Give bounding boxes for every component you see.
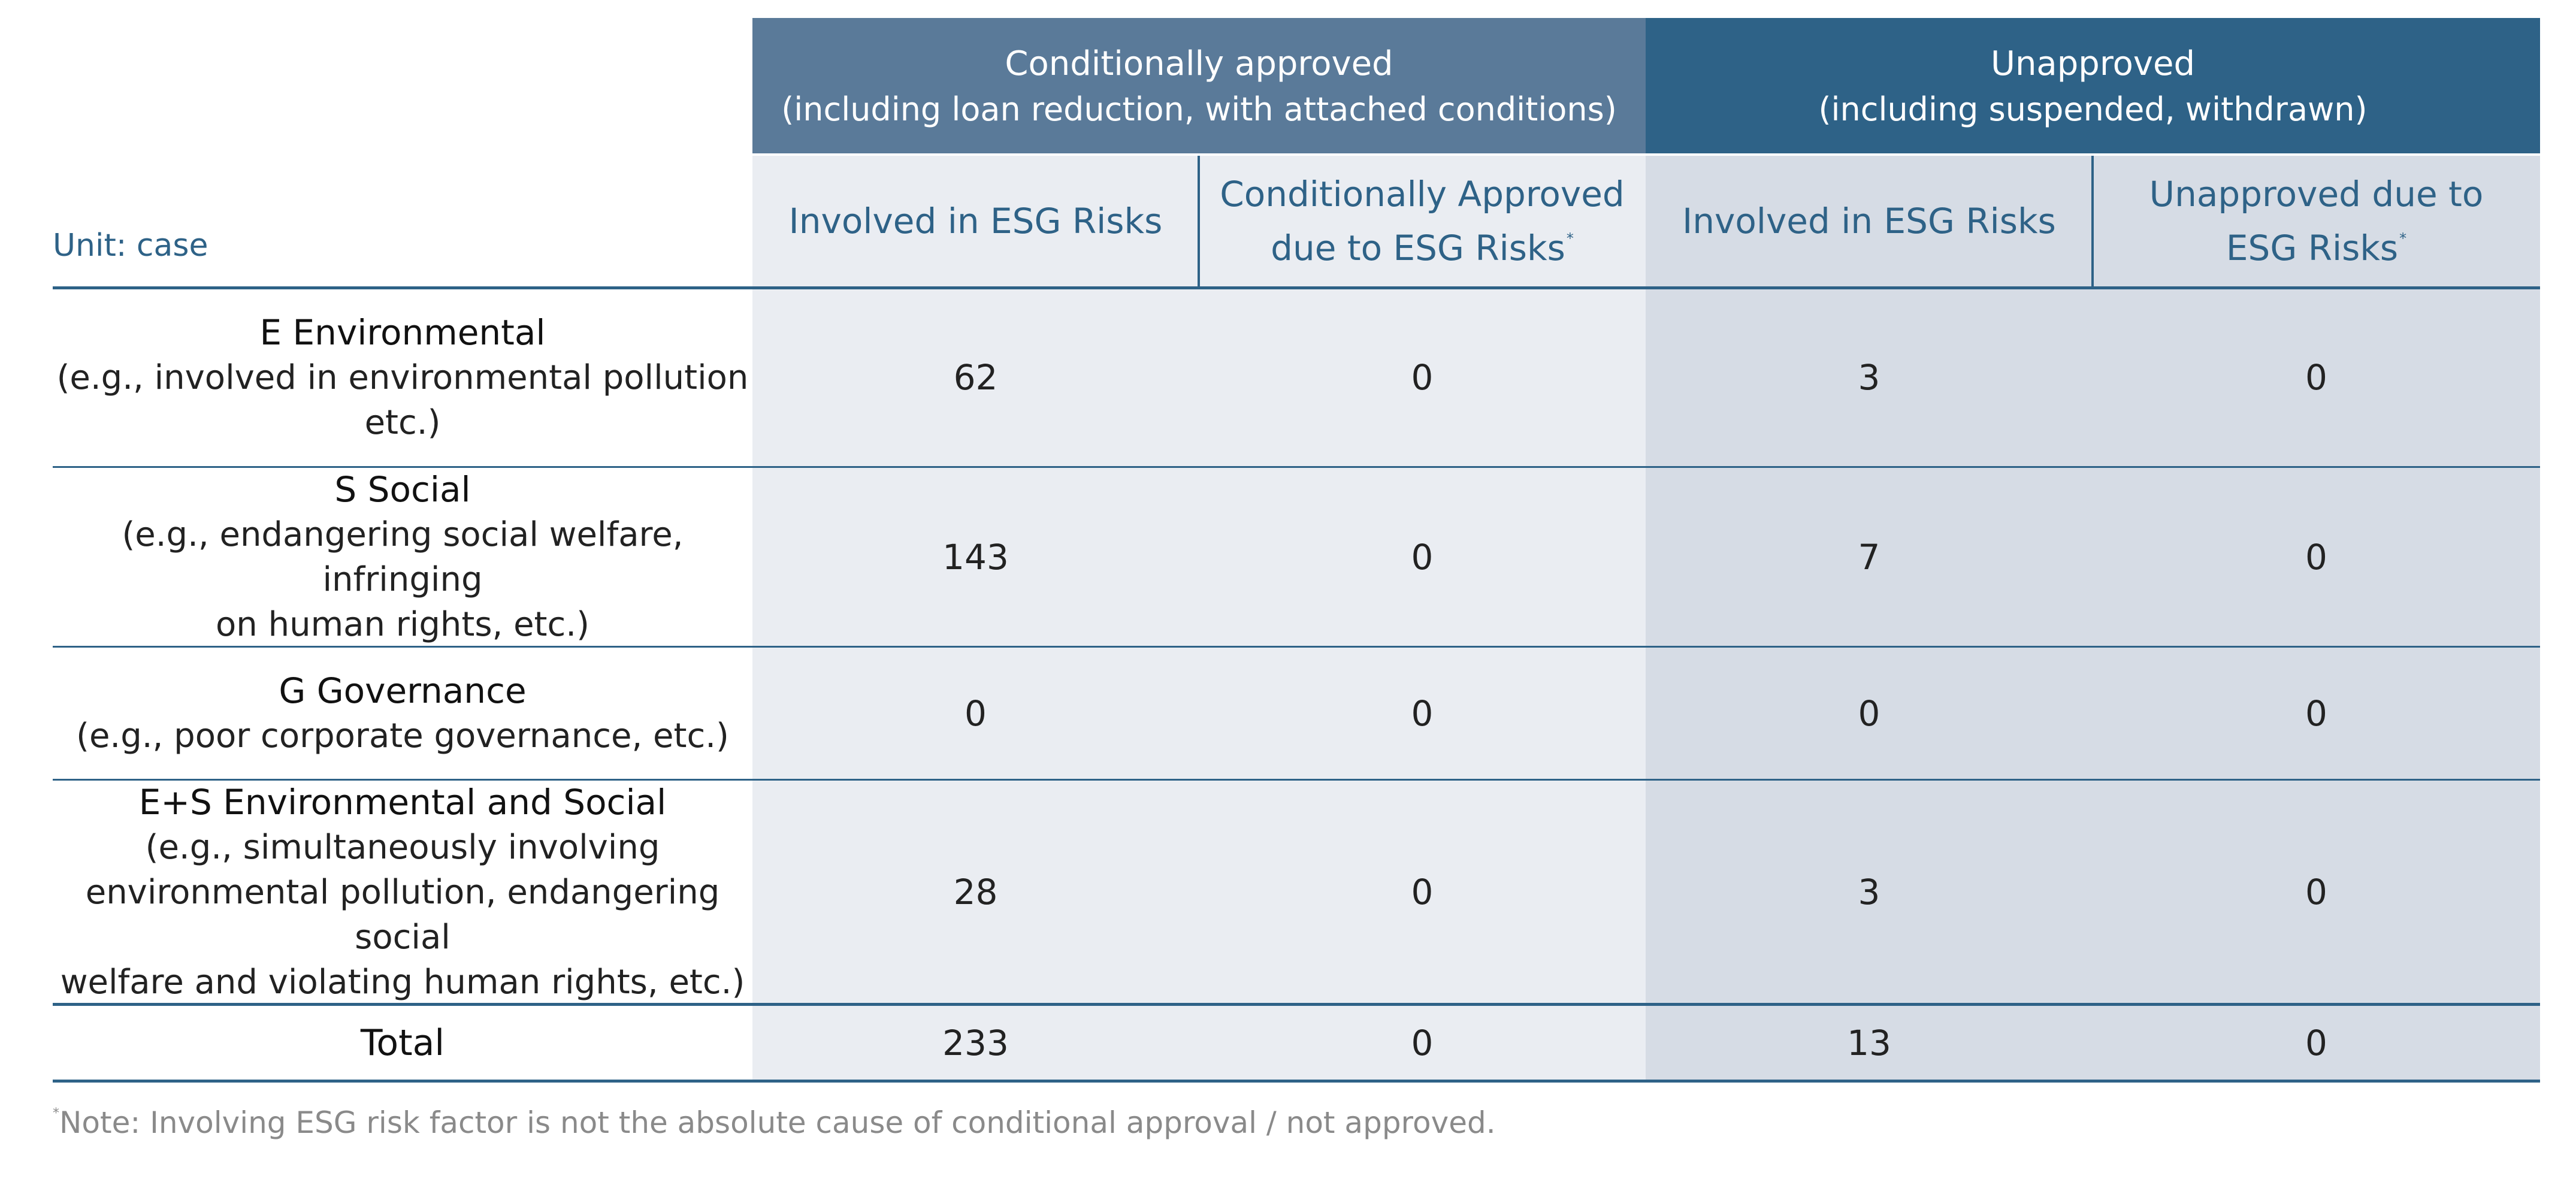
total-cell: 233 xyxy=(942,1022,1009,1063)
subheader-unapproved-esg: Unapproved due to ESG Risks* xyxy=(2093,155,2540,288)
subheader-unapproved-involved-text: Involved in ESG Risks xyxy=(1682,201,2056,241)
footnote: *Note: Involving ESG risk factor is not … xyxy=(53,1105,1496,1140)
total-cell: 13 xyxy=(1847,1022,1891,1063)
footnote-marker: * xyxy=(1566,230,1574,247)
header-conditionally-approved-title: Conditionally approved xyxy=(1005,44,1393,83)
row-desc-line: (e.g., simultaneously involving xyxy=(145,827,660,867)
table-cell: 0 xyxy=(1411,357,1434,398)
header-unapproved-subtitle: (including suspended, withdrawn) xyxy=(1818,90,2368,128)
row-label-environmental-social: E+S Environmental and Social (e.g., simu… xyxy=(53,781,752,1003)
subheader-cond-involved-text: Involved in ESG Risks xyxy=(788,201,1163,241)
subheader-cond-approved-esg-line2: due to ESG Risks xyxy=(1271,228,1565,268)
table-cell: 0 xyxy=(1411,536,1434,578)
table-cell: 3 xyxy=(1858,871,1880,912)
table-cell: 0 xyxy=(2305,536,2327,578)
unapproved-columns-background xyxy=(1646,155,2540,1083)
table-cell: 7 xyxy=(1858,536,1880,578)
footnote-text: Note: Involving ESG risk factor is not t… xyxy=(59,1105,1496,1140)
row-label-social: S Social (e.g., endangering social welfa… xyxy=(53,468,752,646)
table-cell: 62 xyxy=(953,357,998,398)
table-cell: 0 xyxy=(2305,357,2327,398)
subheader-unapproved-esg-line2: ESG Risks xyxy=(2226,228,2399,268)
row-desc-line: etc.) xyxy=(364,403,441,442)
row-title: E Environmental xyxy=(259,312,546,353)
header-unapproved-title: Unapproved xyxy=(1990,44,2196,83)
subheader-unapproved-esg-line1: Unapproved due to xyxy=(2149,174,2484,214)
total-label: Total xyxy=(360,1021,445,1064)
table-bottom-rule xyxy=(53,1080,2540,1083)
total-cell: 0 xyxy=(2305,1022,2327,1063)
table-cell: 0 xyxy=(1411,693,1434,734)
header-unapproved: Unapproved (including suspended, withdra… xyxy=(1646,18,2540,155)
header-conditionally-approved: Conditionally approved (including loan r… xyxy=(752,18,1646,155)
table-cell: 0 xyxy=(2305,693,2327,734)
table-cell: 143 xyxy=(942,536,1009,578)
conditional-columns-background xyxy=(752,155,1646,1083)
row-desc-line: (e.g., endangering social welfare, infri… xyxy=(122,515,684,599)
row-label-environmental: E Environmental (e.g., involved in envir… xyxy=(53,289,752,466)
row-desc-line: (e.g., involved in environmental polluti… xyxy=(56,358,749,397)
subheader-cond-involved: Involved in ESG Risks xyxy=(752,155,1199,288)
header-bottom-rule xyxy=(53,286,2540,289)
row-desc-line: on human rights, etc.) xyxy=(216,605,589,644)
row-title: S Social xyxy=(334,469,471,510)
table-cell: 0 xyxy=(1858,693,1880,734)
table-cell: 28 xyxy=(953,871,998,912)
subheader-unapproved-involved: Involved in ESG Risks xyxy=(1646,155,2093,288)
row-title: G Governance xyxy=(279,670,527,711)
footnote-marker: * xyxy=(2399,230,2407,247)
row-label-governance: G Governance (e.g., poor corporate gover… xyxy=(53,648,752,779)
table-cell: 3 xyxy=(1858,357,1880,398)
subheader-cond-approved-esg-line1: Conditionally Approved xyxy=(1220,174,1625,214)
row-divider xyxy=(53,466,2540,468)
unit-label: Unit: case xyxy=(53,228,208,264)
row-divider xyxy=(53,779,2540,781)
header-separator xyxy=(752,153,2540,156)
row-title: E+S Environmental and Social xyxy=(138,781,667,823)
footnote-marker: * xyxy=(53,1106,59,1121)
subheader-divider xyxy=(2091,155,2094,288)
row-divider xyxy=(53,646,2540,648)
subheader-cond-approved-esg: Conditionally Approved due to ESG Risks* xyxy=(1199,155,1646,288)
total-top-rule xyxy=(53,1003,2540,1006)
row-desc-line: (e.g., poor corporate governance, etc.) xyxy=(76,717,729,755)
table-cell: 0 xyxy=(965,693,987,734)
row-desc-line: environmental pollution, endangering soc… xyxy=(85,872,720,957)
table-cell: 0 xyxy=(1411,871,1434,912)
header-conditionally-approved-subtitle: (including loan reduction, with attached… xyxy=(781,90,1617,128)
row-desc-line: welfare and violating human rights, etc.… xyxy=(60,962,745,1002)
total-cell: 0 xyxy=(1411,1022,1434,1063)
table-cell: 0 xyxy=(2305,871,2327,912)
subheader-divider xyxy=(1198,155,1200,288)
